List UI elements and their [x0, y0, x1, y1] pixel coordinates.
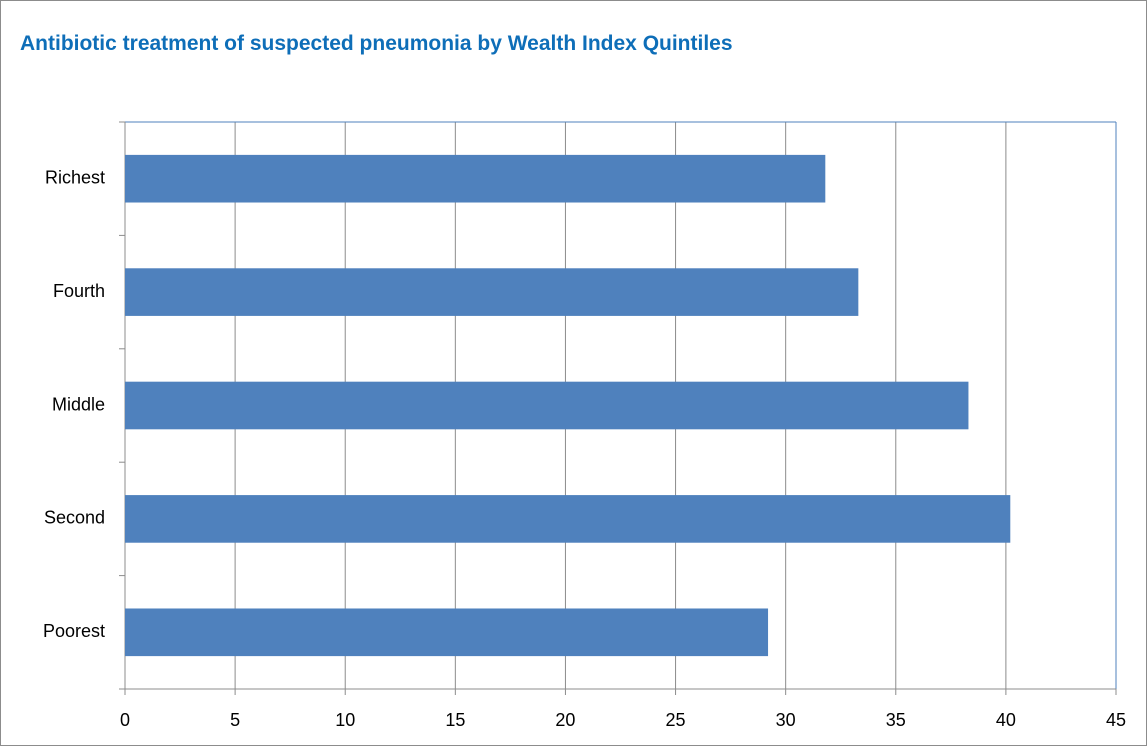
- x-tick-label: 20: [555, 710, 575, 730]
- bar: [125, 154, 826, 203]
- bar: [125, 495, 1011, 543]
- y-tick-label: Second: [44, 508, 105, 528]
- chart-title: Antibiotic treatment of suspected pneumo…: [20, 32, 733, 55]
- x-tick-label: 40: [996, 710, 1016, 730]
- x-tick-label: 0: [120, 710, 130, 730]
- x-tick-label: 35: [886, 710, 906, 730]
- x-tick-label: 10: [335, 710, 355, 730]
- y-tick-label: Fourth: [53, 281, 105, 301]
- y-tick-label: Poorest: [43, 621, 105, 641]
- y-tick-label: Middle: [52, 394, 105, 414]
- bar: [125, 381, 969, 430]
- bar: [125, 608, 769, 657]
- x-tick-label: 45: [1106, 710, 1126, 730]
- y-tick-label: Richest: [45, 167, 105, 187]
- x-tick-label: 5: [230, 710, 240, 730]
- bar: [125, 268, 859, 316]
- x-tick-label: 30: [776, 710, 796, 730]
- x-tick-label: 15: [445, 710, 465, 730]
- x-tick-label: 25: [666, 710, 686, 730]
